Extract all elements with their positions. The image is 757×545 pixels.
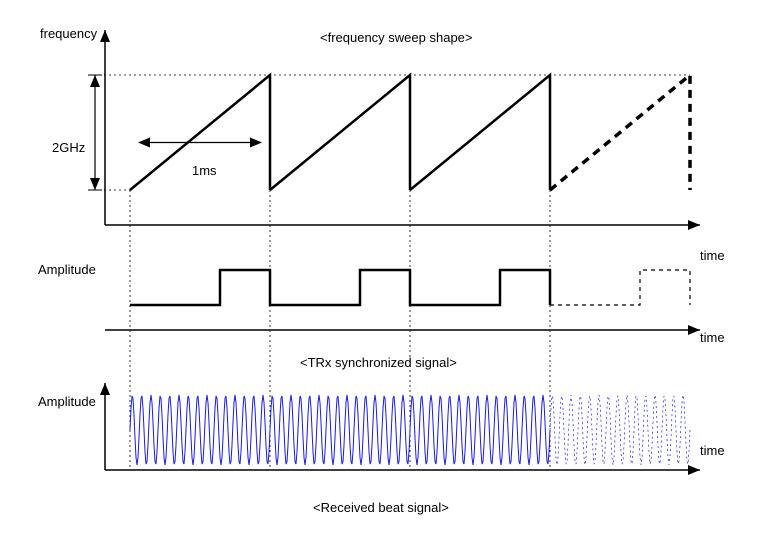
title-3: <Received beat signal> xyxy=(313,500,449,515)
y-range-label: 2GHz xyxy=(52,140,85,155)
title-2: <TRx synchronized signal> xyxy=(300,355,457,370)
y-axis-label-2: Amplitude xyxy=(38,262,96,277)
diagram-root: frequency <frequency sweep shape> 2GHz 1… xyxy=(0,0,757,542)
x-axis-label-1: time xyxy=(700,248,725,263)
y-axis-label-1: frequency xyxy=(40,26,97,41)
x-axis-label-2: time xyxy=(700,330,725,345)
title-1: <frequency sweep shape> xyxy=(320,30,473,45)
diagram-svg xyxy=(0,0,757,542)
y-axis-label-3: Amplitude xyxy=(38,394,96,409)
x-axis-label-3: time xyxy=(700,443,725,458)
x-period-label: 1ms xyxy=(192,163,217,178)
